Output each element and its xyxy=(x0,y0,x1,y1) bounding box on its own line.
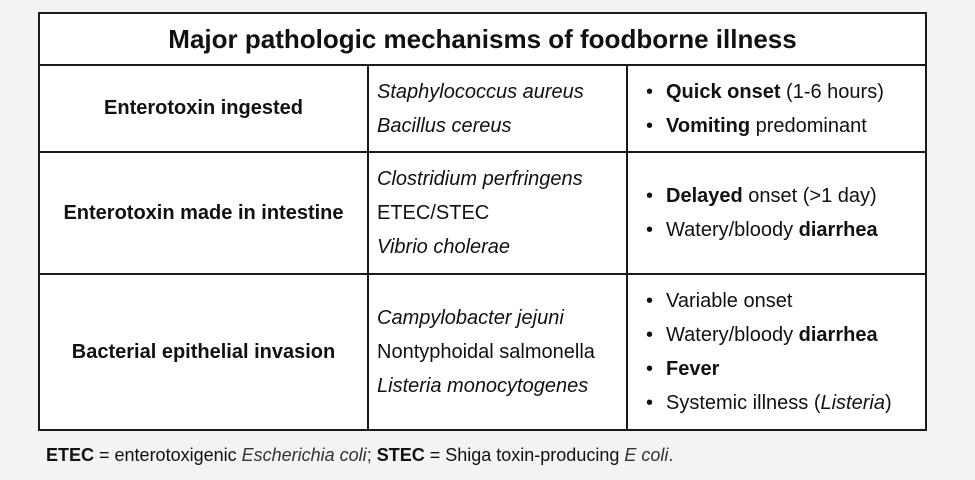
feature-text: diarrhea xyxy=(798,324,878,346)
mechanism-cell: Bacterial epithelial invasion xyxy=(38,273,369,431)
footnote-stec-abbr: STEC xyxy=(376,445,425,465)
features-cell: Quick onset (1-6 hours)Vomiting predomin… xyxy=(626,64,927,153)
organism-list: Campylobacter jejuni Nontyphoidal salmone… xyxy=(377,301,626,403)
feature-text: Delayed xyxy=(666,185,743,207)
table-title: Major pathologic mechanisms of foodborne… xyxy=(38,12,927,66)
organisms-cell: Campylobacter jejuni Nontyphoidal salmone… xyxy=(367,273,628,431)
foodborne-illness-table: Major pathologic mechanisms of foodborne… xyxy=(38,12,927,431)
footnote-end: . xyxy=(668,445,674,465)
feature-text: predominant xyxy=(750,114,867,137)
footnote-etec-abbr: ETEC xyxy=(46,445,95,465)
organism-list: Clostridium perfringens ETEC/STEC Vibrio c… xyxy=(377,162,626,264)
feature-item: Watery/bloody diarrhea xyxy=(646,318,925,352)
feature-item: Systemic illness (Listeria) xyxy=(646,386,925,420)
footnote-etec-organism: Escherichia coli xyxy=(241,445,367,465)
feature-list: Quick onset (1-6 hours)Vomiting predomin… xyxy=(646,75,925,143)
footnote-etec-def: = enterotoxigenic xyxy=(94,445,242,465)
feature-text: onset (>1 day) xyxy=(742,185,877,207)
feature-item: Delayed onset (>1 day) xyxy=(646,179,925,213)
footnote-stec-def: = Shiga toxin-producing xyxy=(424,445,625,465)
table-row: Enterotoxin made in intestine Clostridiu… xyxy=(38,151,927,275)
organisms-cell: Clostridium perfringens ETEC/STEC Vibrio c… xyxy=(367,151,628,275)
feature-text: Fever xyxy=(666,358,720,380)
table-row: Enterotoxin ingested Staphylococcus aure… xyxy=(38,64,927,153)
organism-name: Bacillus cereus xyxy=(377,114,512,137)
mechanism-cell: Enterotoxin made in intestine xyxy=(38,151,369,275)
mechanism-cell: Enterotoxin ingested xyxy=(38,64,369,153)
organism-name: Listeria monocytogenes xyxy=(377,375,589,397)
feature-text: Quick onset xyxy=(666,80,781,103)
organism-name: Clostridium perfringens xyxy=(377,168,583,190)
footnote-stec-organism: E coli xyxy=(624,445,669,465)
feature-list: Delayed onset (>1 day)Watery/bloody diar… xyxy=(646,179,925,247)
feature-text: Listeria xyxy=(820,392,885,414)
footnote: ETEC = enterotoxigenic Escherichia coli;… xyxy=(46,445,673,466)
feature-text: Watery/bloody xyxy=(666,324,799,346)
organism-name: ETEC/STEC xyxy=(377,202,490,224)
feature-text: Variable onset xyxy=(666,290,793,312)
feature-text: Vomiting xyxy=(666,114,751,137)
feature-item: Quick onset (1-6 hours) xyxy=(646,75,925,109)
footnote-separator: ; xyxy=(366,445,377,465)
feature-text: (1-6 hours) xyxy=(780,80,884,103)
feature-list: Variable onset Watery/bloody diarrhea Feve… xyxy=(646,284,925,420)
organism-name: Nontyphoidal salmonella xyxy=(377,341,595,363)
table-row: Bacterial epithelial invasion Campylobac… xyxy=(38,273,927,431)
table-title-row: Major pathologic mechanisms of foodborne… xyxy=(38,12,927,66)
feature-text: Systemic illness ( xyxy=(666,392,821,414)
features-cell: Variable onset Watery/bloody diarrhea Feve… xyxy=(626,273,927,431)
feature-item: Watery/bloody diarrhea xyxy=(646,213,925,247)
organism-list: Staphylococcus aureus Bacillus cereus xyxy=(377,75,626,143)
feature-text: Watery/bloody xyxy=(666,219,799,241)
feature-item: Vomiting predominant xyxy=(646,109,925,143)
organism-name: Campylobacter jejuni xyxy=(377,307,564,329)
features-cell: Delayed onset (>1 day)Watery/bloody diar… xyxy=(626,151,927,275)
organism-name: Staphylococcus aureus xyxy=(377,80,584,103)
organisms-cell: Staphylococcus aureus Bacillus cereus xyxy=(367,64,628,153)
feature-item: Fever xyxy=(646,352,925,386)
feature-text: diarrhea xyxy=(798,219,878,241)
organism-name: Vibrio cholerae xyxy=(377,236,511,258)
feature-text: ) xyxy=(884,392,892,414)
feature-item: Variable onset xyxy=(646,284,925,318)
